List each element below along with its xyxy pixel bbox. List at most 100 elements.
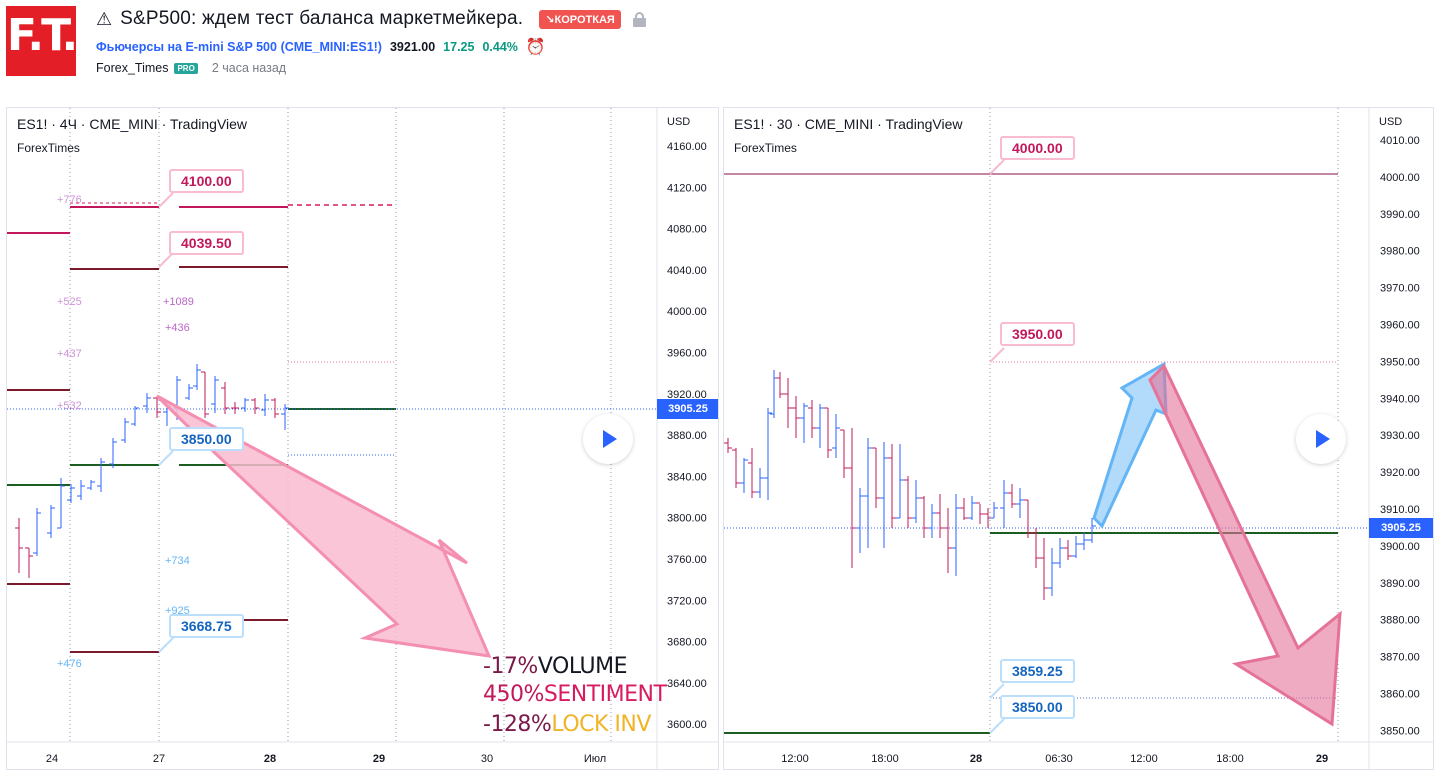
price-axis-label: 4000.00 [667, 306, 707, 318]
pro-badge: PRO [174, 62, 198, 74]
callout-4039[interactable]: 4039.50 [169, 231, 244, 255]
price-axis-label: 3890.00 [1380, 578, 1420, 590]
price-axis-label: 4120.00 [667, 182, 707, 194]
symbol-link[interactable]: Фьючерсы на E-mini S&P 500 (CME_MINI:ES1… [96, 39, 382, 54]
chart-author: ForexTimes [17, 141, 80, 155]
level-label: +437 [57, 348, 82, 360]
price-axis-label: 3970.00 [1380, 283, 1420, 295]
play-button[interactable] [583, 414, 633, 464]
level-label: +1089 [163, 296, 194, 308]
warning-icon: ⚠ [96, 8, 113, 30]
forecast-arrow-down [155, 394, 492, 658]
time-axis-label: 12:00 [1130, 753, 1158, 765]
price-axis-label: 3930.00 [1380, 430, 1420, 442]
stat-label: VOLUME [537, 654, 628, 679]
callout-3950[interactable]: 3950.00 [1000, 322, 1075, 346]
time-axis-label: Июл [584, 753, 606, 765]
time-axis-label: 18:00 [1216, 753, 1244, 765]
stat-value: -17% [483, 654, 538, 679]
stat-volume: -17%VOLUME [483, 654, 627, 679]
alarm-clock-icon[interactable]: ⏰ [525, 37, 546, 56]
stat-sentiment: 450%SENTIMENT [483, 682, 667, 707]
level-label: +476 [57, 658, 82, 670]
callout-pointer [989, 347, 1005, 363]
callout-4000[interactable]: 4000.00 [1000, 136, 1075, 160]
price-axis-label: 3880.00 [1380, 615, 1420, 627]
chart-author: ForexTimes [734, 141, 797, 155]
price-axis-label: 3920.00 [1380, 467, 1420, 479]
time-axis-label: 29 [373, 753, 385, 765]
short-badge: ↘КОРОТКАЯ [539, 9, 621, 29]
callout-pointer [158, 637, 174, 653]
idea-title: S&P500: ждем тест баланса маркетмейкера. [120, 8, 524, 29]
time-axis-label: 06:30 [1045, 753, 1073, 765]
price-axis-label: 4000.00 [1380, 172, 1420, 184]
published-time: 2 часа назад [211, 61, 287, 75]
currency-label: USD [1379, 116, 1403, 128]
price-axis-label: 3900.00 [1380, 541, 1420, 553]
callout-pointer [158, 252, 174, 268]
price-axis-label: 3840.00 [667, 471, 707, 483]
callout-pointer [158, 450, 174, 466]
price-axis-label: 3940.00 [1380, 393, 1420, 405]
ohlc-bars [15, 364, 289, 578]
callout-pointer [989, 159, 1005, 175]
symbol-price: 3921.00 [389, 39, 436, 54]
time-axis-label: 29 [1316, 753, 1328, 765]
price-axis-label: 3800.00 [667, 513, 707, 525]
price-axis-label: 3960.00 [1380, 320, 1420, 332]
time-axis: 12:00 18:00 28 06:30 12:00 18:00 29 [781, 753, 1328, 765]
chart-panel-4h[interactable]: 4160.00 4120.00 4080.00 4040.00 4000.00 3960.… [6, 107, 719, 770]
price-axis-label: 4010.00 [1380, 135, 1420, 147]
price-axis-label: 3980.00 [1380, 246, 1420, 258]
time-axis-label: 28 [970, 753, 982, 765]
time-axis-label: 27 [153, 753, 165, 765]
callout-3859[interactable]: 3859.25 [1000, 659, 1075, 683]
callout-3850[interactable]: 3850.00 [1000, 695, 1075, 719]
price-axis-label: 3960.00 [667, 348, 707, 360]
play-button[interactable] [1296, 414, 1346, 464]
price-axis-label: 3920.00 [667, 389, 707, 401]
price-axis-label: 3990.00 [1380, 209, 1420, 221]
callout-pointer [158, 192, 174, 208]
price-axis-label: 3880.00 [667, 430, 707, 442]
stat-label: SENTIMENT [543, 682, 667, 707]
idea-title-row: ⚠ S&P500: ждем тест баланса маркетмейкер… [96, 8, 646, 30]
author-logo[interactable]: F.T. [6, 6, 78, 76]
callout-3850[interactable]: 3850.00 [169, 427, 244, 451]
symbol-code[interactable]: (CME_MINI:ES1!) [280, 40, 382, 54]
price-axis-label: 3950.00 [1380, 356, 1420, 368]
level-label: +734 [165, 555, 190, 567]
price-axis-label: 4040.00 [667, 265, 707, 277]
level-label: +525 [57, 296, 82, 308]
time-axis-label: 12:00 [781, 753, 809, 765]
time-axis-label: 30 [481, 753, 493, 765]
last-price-tag: 3905.25 [657, 399, 718, 419]
time-axis-label: 18:00 [871, 753, 899, 765]
stat-value: 450% [483, 682, 544, 707]
chart-panel-30m[interactable]: 4010.00 4000.00 3990.00 3980.00 3970.00 3960.… [723, 107, 1434, 770]
symbol-row: Фьючерсы на E-mini S&P 500 (CME_MINI:ES1… [96, 37, 546, 56]
price-axis-label: 3720.00 [667, 595, 707, 607]
symbol-name[interactable]: Фьючерсы на E-mini S&P 500 [96, 40, 277, 54]
callout-3668[interactable]: 3668.75 [169, 614, 244, 638]
chart-title: ES1! · 4Ч · CME_MINI · TradingView [17, 116, 248, 132]
price-axis-label: 4160.00 [667, 141, 707, 153]
callout-pointer [989, 683, 1005, 699]
price-axis-label: 4080.00 [667, 224, 707, 236]
chart-title: ES1! · 30 · CME_MINI · TradingView [734, 116, 963, 132]
time-axis-label: 28 [264, 753, 276, 765]
level-label: +925 [165, 605, 190, 617]
level-label: +436 [165, 322, 190, 334]
callout-pointer [989, 718, 1005, 734]
author-row: Forex_Times PRO 2 часа назад [96, 61, 286, 75]
price-axis-label: 3910.00 [1380, 504, 1420, 516]
callout-4100[interactable]: 4100.00 [169, 169, 244, 193]
price-axis: 4010.00 4000.00 3990.00 3980.00 3970.00 3960.… [1380, 135, 1420, 737]
symbol-change: 17.25 [443, 39, 475, 54]
chart-canvas-4h[interactable]: 4160.00 4120.00 4080.00 4040.00 4000.00 3960.… [7, 108, 719, 770]
forecast-arrow-down [1148, 363, 1342, 727]
ohlc-bars [724, 370, 1096, 600]
price-axis-label: 3870.00 [1380, 652, 1420, 664]
author-name[interactable]: Forex_Times [96, 61, 169, 75]
